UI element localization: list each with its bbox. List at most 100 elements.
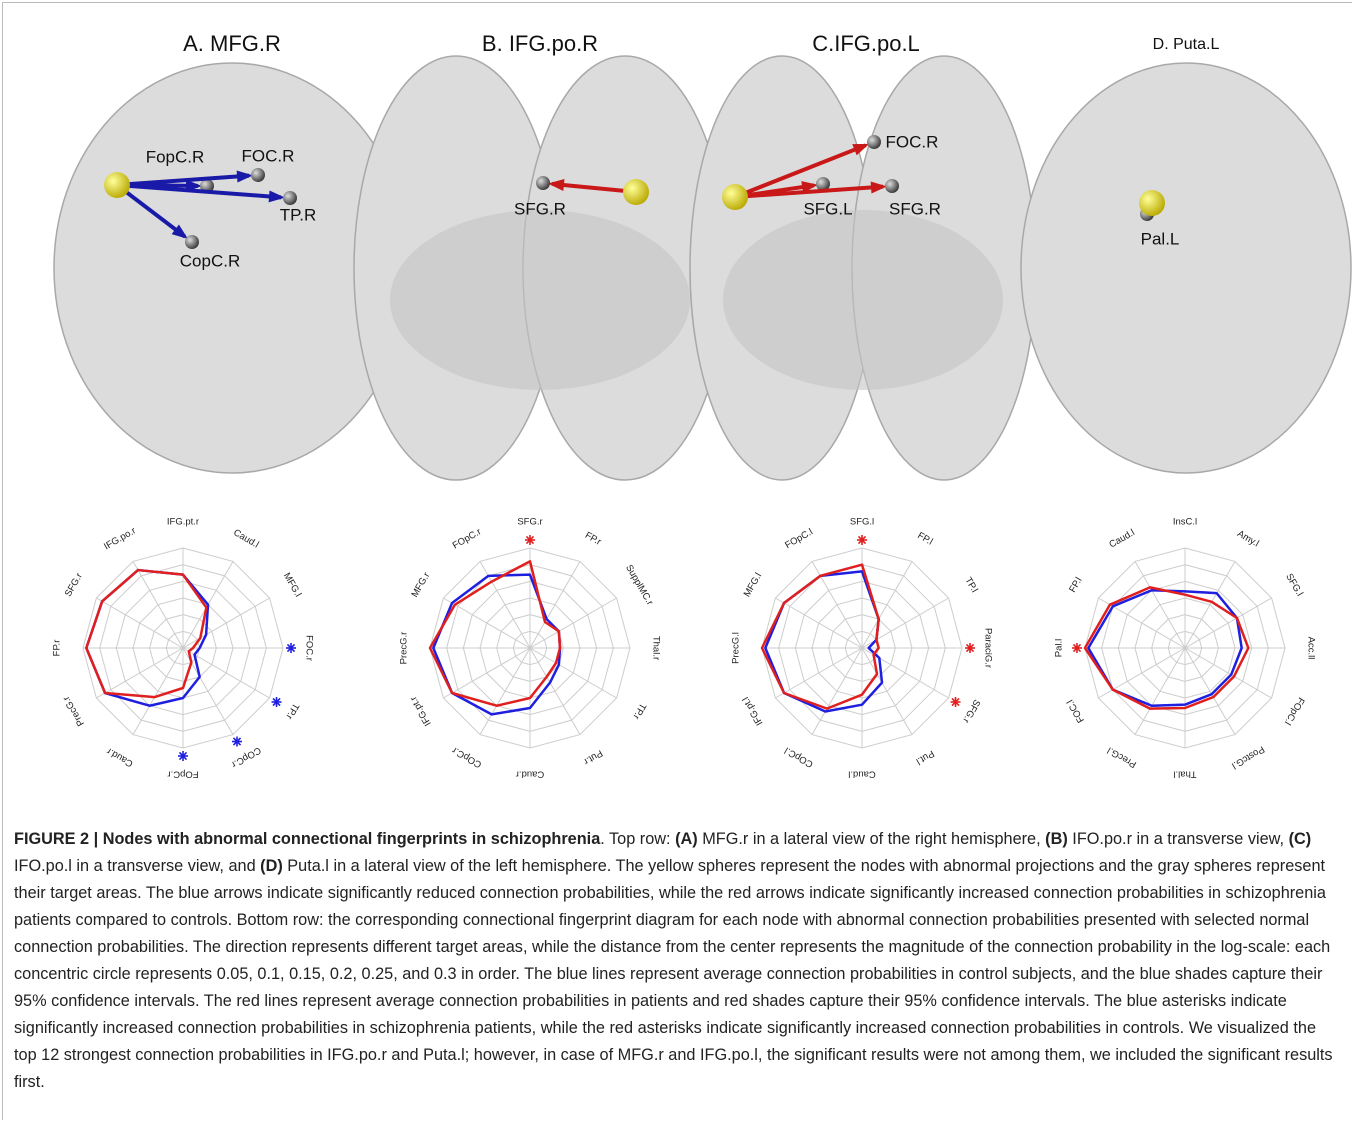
category-label: ParaciG.r [982,628,993,668]
spoke [96,598,183,648]
panel-title: C.IFG.po.L [812,31,920,56]
category-label: SFG.l [850,517,874,528]
category-label: COpC.r [229,744,262,770]
asterisk [232,737,242,747]
category-label: FOC.l [1065,697,1087,724]
category-label: COpC.l [783,745,815,770]
category-label: PrecG.l [731,632,742,664]
category-label: FP.l [915,530,934,547]
spoke [1135,648,1185,735]
series-line [86,570,206,697]
category-label: PrecG.r [61,694,87,728]
spoke [862,648,912,735]
target-node [283,191,297,205]
spoke [443,598,530,648]
category-label: Caud.r [516,768,545,779]
caption-text: MFG.r in a lateral view of the right hem… [698,830,1045,848]
category-label: FOC.r [303,635,314,661]
category-label: FP.r [583,530,603,548]
category-label: IFG.pt.r [167,517,199,528]
category-label: MFG.r [409,571,432,600]
asterisk [857,535,867,545]
category-label: TP.l [962,575,979,594]
category-label: PostcG.l [1230,743,1267,770]
caption-text: (B) [1045,830,1068,848]
asterisk [286,643,296,653]
category-label: MFG.l [742,571,764,599]
category-label: FOpC.l [1282,695,1307,727]
target-node [251,168,265,182]
source-node [1139,190,1165,216]
asterisk [951,697,961,707]
category-label: IFG.pt.l [740,695,765,727]
target-node [185,235,199,249]
panel-title: D. Puta.L [1153,36,1220,53]
spoke [862,561,912,648]
spoke [812,648,862,735]
category-label: FP.l [1067,575,1084,594]
series-line [762,565,879,709]
spoke [443,648,530,698]
spoke [480,648,530,735]
spoke [96,648,183,698]
caption-text: (C) [1289,830,1312,848]
category-label: SFG.r [960,697,982,724]
category-label: Put.r [582,747,605,767]
node-label: CopC.R [180,251,240,270]
node-label: SFG.R [889,199,941,218]
panel-title: B. IFG.po.R [482,31,598,56]
asterisk [965,643,975,653]
caption-text: Puta.l in a lateral view of the left hem… [14,857,1333,1091]
category-label: SFG.r [63,571,85,598]
category-label: Put.l [914,748,936,767]
category-label: Thal.r [650,636,661,660]
node-label: SFG.L [803,199,852,218]
target-node [867,135,881,149]
asterisk [525,535,535,545]
category-label: IFG.pt.r [408,694,434,727]
category-label: FP.r [52,640,63,657]
category-label: FOpC.r [167,768,198,779]
category-label: FOpC.r [451,526,483,551]
source-node [722,184,748,210]
brains [54,56,1351,480]
category-label: PrecG.l [1106,744,1139,769]
category-label: PrecG.r [399,632,410,665]
category-label: Caud.r [105,745,135,769]
category-label: Caud.l [848,768,875,779]
category-label: Thal.l [1173,768,1196,779]
caption-text: IFO.po.r in a transverse view, [1068,830,1289,848]
caption-text: IFO.po.l in a transverse view, and [14,857,260,875]
node-label: FOC.R [242,146,295,165]
category-label: IFG.po.r [102,525,138,552]
category-label: Amy.l [1235,528,1260,549]
spoke [1185,648,1235,735]
node-label: FopC.R [146,147,205,166]
category-label: TP.r [283,701,301,721]
node-label: SFG.R [514,199,566,218]
caption-text: . Top row: [600,830,675,848]
spoke [530,598,617,648]
brain-core [723,210,1003,390]
brain-core [390,210,690,390]
category-label: SFG.r [517,517,542,528]
caption-text: (A) [675,830,698,848]
spoke [1135,561,1185,648]
source-node [623,179,649,205]
category-label: Caud.l [231,527,260,550]
source-node [104,172,130,198]
caption-text: (D) [260,857,283,875]
asterisk [1072,643,1082,653]
spoke [183,598,270,648]
spoke [1185,648,1272,698]
category-label: COpC.r [450,744,483,770]
category-label: Caud.l [1107,527,1136,550]
brain-lateral [1021,63,1351,473]
spoke [1098,598,1185,648]
asterisk [178,751,188,761]
category-label: InsC.l [1173,517,1197,528]
category-label: Acc.ll [1305,637,1316,660]
category-label: TP.r [630,701,648,721]
category-label: Pal.l [1054,639,1065,657]
